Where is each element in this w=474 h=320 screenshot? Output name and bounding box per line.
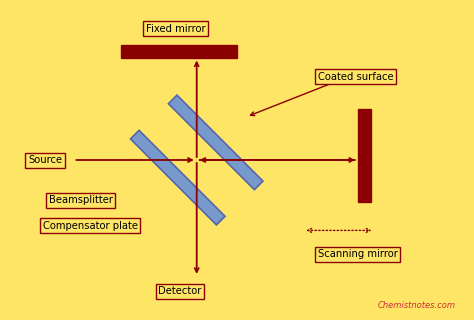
Bar: [358, 109, 371, 202]
Text: Coated surface: Coated surface: [318, 72, 393, 82]
Polygon shape: [168, 95, 263, 190]
Text: Source: Source: [28, 155, 62, 165]
Text: Chemistnotes.com: Chemistnotes.com: [378, 301, 456, 310]
Text: Compensator plate: Compensator plate: [43, 220, 137, 231]
Text: Beamsplitter: Beamsplitter: [48, 195, 113, 205]
Bar: [121, 45, 237, 58]
Text: Scanning mirror: Scanning mirror: [318, 249, 398, 260]
Text: Fixed mirror: Fixed mirror: [146, 24, 205, 34]
Text: Detector: Detector: [158, 286, 202, 296]
Polygon shape: [130, 130, 225, 225]
